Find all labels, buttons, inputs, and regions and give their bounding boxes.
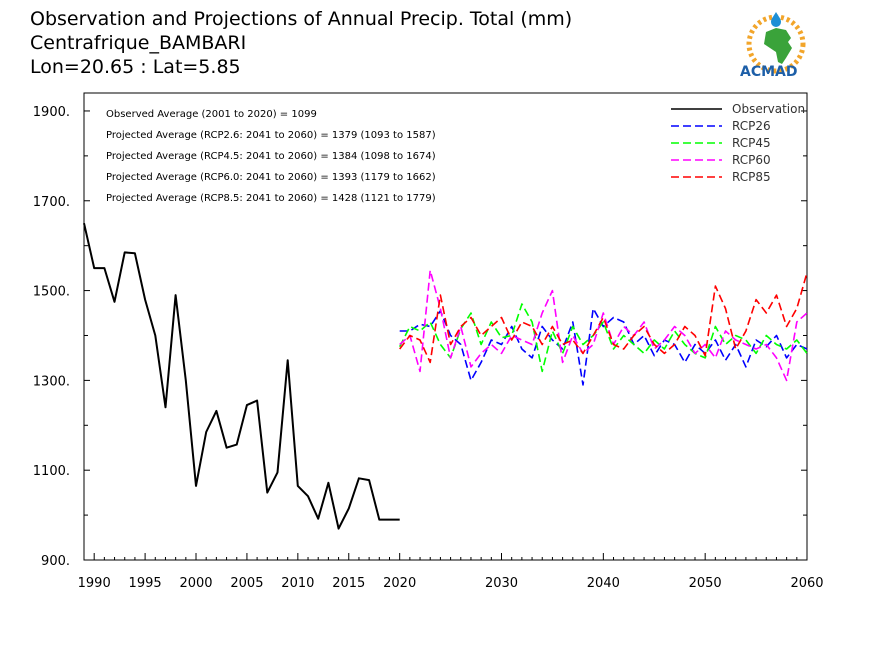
x-tick-label: 2000 [179,576,212,591]
legend-label-rcp85: RCP85 [732,170,771,184]
x-tick-label: 2020 [383,576,416,591]
y-tick-label: 1300. [33,374,70,389]
plot-frame [83,92,808,561]
legend-label-rcp26: RCP26 [732,119,771,133]
acmad-logo-text: ACMAD [740,64,798,80]
x-tick-label: 2010 [281,576,314,591]
series-line-rcp60 [399,269,808,382]
legend-label-observation: Observation [732,102,805,116]
series-line-rcp45 [398,303,808,373]
series-line-rcp26 [399,307,808,386]
x-tick-label: 2005 [230,576,263,591]
x-tick-label: 2015 [332,576,365,591]
annotation: Projected Average (RCP2.6: 2041 to 2060)… [106,130,436,141]
annotation: Projected Average (RCP4.5: 2041 to 2060)… [106,151,436,162]
chart-title: Observation and Projections of Annual Pr… [30,8,573,30]
y-tick-label: 1500. [33,285,70,300]
x-tick-label: 2050 [689,576,722,591]
y-tick-label: 900. [41,554,70,569]
x-tick-label: 1995 [129,576,162,591]
y-tick-label: 1100. [33,464,70,479]
x-tick-label: 1990 [78,576,111,591]
series-line-rcp85 [399,272,808,364]
legend-label-rcp60: RCP60 [732,153,771,167]
y-tick-label: 1700. [33,195,70,210]
series-line-observation [83,222,400,530]
x-tick-label: 2030 [485,576,518,591]
location-label: Centrafrique_BAMBARI [30,32,247,54]
y-tick-label: 1900. [33,105,70,120]
legend-label-rcp45: RCP45 [732,136,771,150]
annotation: Observed Average (2001 to 2020) = 1099 [106,109,317,120]
x-tick-label: 2040 [587,576,620,591]
x-tick-label: 2060 [790,576,823,591]
annotation: Projected Average (RCP8.5: 2041 to 2060)… [106,193,436,204]
acmad-logo [746,12,806,74]
annotation: Projected Average (RCP6.0: 2041 to 2060)… [106,172,436,183]
coords-label: Lon=20.65 : Lat=5.85 [30,56,241,78]
